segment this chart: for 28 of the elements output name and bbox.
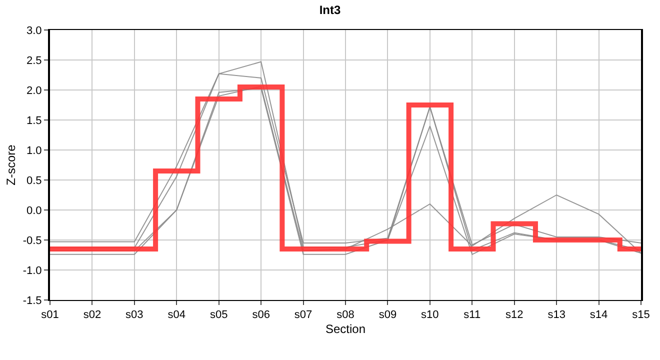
x-tick-label: s10 (421, 309, 439, 322)
y-tick-label: 3.0 (26, 24, 42, 37)
x-axis-title: Section (325, 322, 366, 336)
x-tick-label: s05 (210, 309, 228, 322)
y-axis-title: Z-score (4, 144, 18, 186)
y-tick-label: 0.0 (26, 204, 42, 217)
chart-title: Int3 (319, 2, 341, 17)
x-tick-label: s11 (464, 309, 481, 322)
x-tick-label: s15 (632, 309, 650, 322)
y-tick-label: 2.5 (26, 54, 42, 67)
y-tick-label: -1.5 (22, 294, 42, 307)
y-tick-label: 1.5 (26, 114, 42, 127)
x-tick-label: s03 (126, 309, 144, 322)
y-tick-label: -0.5 (22, 234, 42, 247)
y-tick-label: 1.0 (26, 144, 42, 157)
x-tick-label: s08 (336, 309, 354, 322)
y-tick-label: 2.0 (26, 84, 42, 97)
x-tick-label: s02 (83, 309, 102, 322)
x-tick-label: s01 (41, 309, 59, 322)
x-tick-label: s07 (294, 309, 312, 322)
x-tick-label: s04 (168, 309, 186, 322)
y-tick-label: -1.0 (22, 264, 42, 277)
x-tick-label: s14 (590, 309, 608, 322)
y-tick-label: 0.5 (26, 174, 42, 187)
x-tick-label: s09 (378, 309, 397, 322)
x-tick-label: s06 (252, 309, 270, 322)
x-tick-label: s13 (548, 309, 566, 322)
x-tick-label: s12 (505, 309, 524, 322)
